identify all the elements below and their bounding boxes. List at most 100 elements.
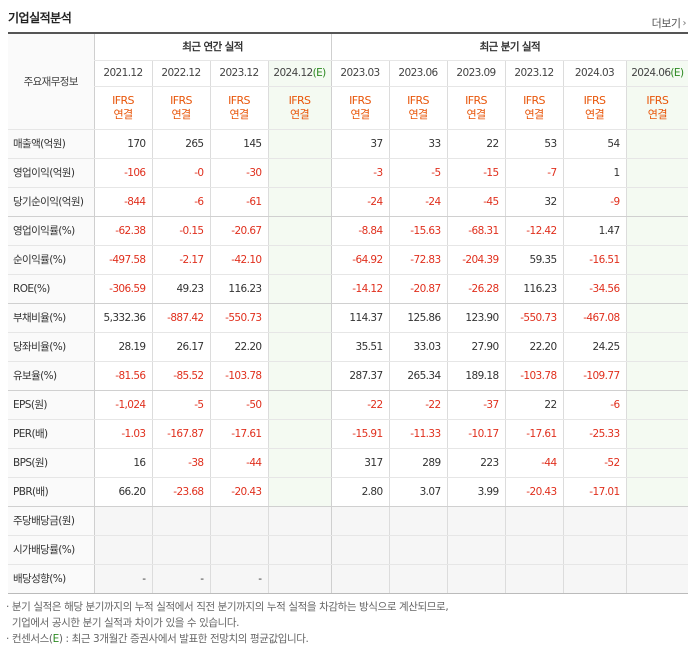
table-cell: -15.63	[388, 216, 448, 246]
table-cell: -81.56	[93, 361, 152, 391]
table-cell	[446, 564, 506, 594]
table-cell: -22	[388, 390, 448, 420]
table-cell	[267, 187, 332, 217]
table-cell: -	[209, 564, 268, 594]
table-cell: -6	[151, 187, 210, 217]
column-date: 2023.12	[209, 60, 268, 87]
table-cell: 265.34	[388, 361, 448, 391]
table-cell: 3.07	[388, 477, 448, 507]
financial-table: 주요재무정보 최근 연간 실적 최근 분기 실적 2021.12 2022.12 2023…	[8, 32, 689, 594]
table-cell	[267, 506, 332, 536]
column-date: 2023.06	[388, 60, 448, 87]
table-row: 배당성향(%) - - -	[8, 564, 689, 594]
column-standard: IFRS 연결	[267, 86, 332, 130]
table-row: PBR(배) 66.20 -23.68 -20.43 2.80 3.07 3.99 -20.4…	[8, 477, 689, 507]
table-row: 당좌비율(%) 28.19 26.17 22.20 35.51 33.03 27.90 22.…	[8, 332, 689, 362]
table-cell	[625, 274, 689, 304]
row-label: 당좌비율(%)	[8, 332, 94, 362]
table-cell	[446, 535, 506, 565]
table-cell: -17.01	[562, 477, 627, 507]
row-label: 시가배당률(%)	[8, 535, 94, 565]
table-cell	[330, 535, 390, 565]
table-cell	[267, 274, 332, 304]
table-cell: -11.33	[388, 419, 448, 449]
column-standard: IFRS 연결	[562, 86, 627, 130]
table-cell	[267, 419, 332, 449]
table-cell	[562, 535, 627, 565]
table-cell: -5	[388, 158, 448, 188]
table-cell: -1.03	[93, 419, 152, 449]
table-cell	[151, 506, 210, 536]
row-label: 영업이익(억원)	[8, 158, 94, 188]
table-cell: -72.83	[388, 245, 448, 275]
table-cell	[388, 535, 448, 565]
estimate-mark: (E)	[670, 67, 684, 79]
table-cell: -15	[446, 158, 506, 188]
table-cell: 22	[504, 390, 564, 420]
footnote-1-cont: 기업에서 공시한 분기 실적과 차이가 있을 수 있습니다.	[11, 617, 240, 629]
table-cell	[625, 506, 689, 536]
table-cell: 35.51	[330, 332, 390, 362]
table-cell: 59.35	[504, 245, 564, 275]
table-cell: 317	[330, 448, 390, 478]
column-standard: IFRS 연결	[446, 86, 506, 130]
table-cell: -26.28	[446, 274, 506, 304]
row-label: 매출액(억원)	[8, 129, 94, 159]
table-cell: -17.61	[504, 419, 564, 449]
column-date: 2024.03	[562, 60, 627, 87]
table-cell	[388, 564, 448, 594]
table-cell: 54	[562, 129, 627, 159]
table-cell: -109.77	[562, 361, 627, 391]
table-cell	[151, 535, 210, 565]
table-cell	[625, 303, 689, 333]
table-cell	[625, 187, 689, 217]
table-cell: -2.17	[151, 245, 210, 275]
row-label: 당기순이익(억원)	[8, 187, 94, 217]
table-cell: 3.99	[446, 477, 506, 507]
table-cell: 32	[504, 187, 564, 217]
table-cell: 49.23	[151, 274, 210, 304]
row-label: 유보율(%)	[8, 361, 94, 391]
table-cell: 170	[93, 129, 152, 159]
more-link[interactable]: 더보기 ›	[651, 15, 687, 31]
table-cell: -16.51	[562, 245, 627, 275]
table-cell: 289	[388, 448, 448, 478]
table-row: 주당배당금(원)	[8, 506, 689, 536]
table-cell	[504, 564, 564, 594]
table-cell: 33.03	[388, 332, 448, 362]
table-cell: 5,332.36	[93, 303, 152, 333]
row-label: 부채비율(%)	[8, 303, 94, 333]
table-cell	[625, 129, 689, 159]
table-cell: 33	[388, 129, 448, 159]
table-row: BPS(원) 16 -38 -44 317 289 223 -44 -52	[8, 448, 689, 478]
table-cell: -0	[151, 158, 210, 188]
footnote-1: · 분기 실적은 해당 분기까지의 누적 실적에서 직전 분기까지의 누적 실적…	[6, 601, 449, 613]
column-standard: IFRS 연결	[209, 86, 268, 130]
more-label: 더보기	[651, 17, 681, 30]
table-cell	[93, 535, 152, 565]
table-cell: 28.19	[93, 332, 152, 362]
table-row: 영업이익(억원) -106 -0 -30 -3 -5 -15 -7 1	[8, 158, 689, 188]
table-cell	[625, 361, 689, 391]
table-cell: -12.42	[504, 216, 564, 246]
estimate-mark: (E)	[312, 67, 327, 79]
table-cell: -45	[446, 187, 506, 217]
table-cell: -20.67	[209, 216, 268, 246]
table-cell	[267, 564, 332, 594]
table-cell	[267, 332, 332, 362]
table-cell: -38	[151, 448, 210, 478]
table-row: 유보율(%) -81.56 -85.52 -103.78 287.37 265.34 189…	[8, 361, 689, 391]
table-cell: -50	[209, 390, 268, 420]
table-cell: -62.38	[93, 216, 152, 246]
corner-header: 주요재무정보	[8, 33, 94, 130]
table-row: 당기순이익(억원) -844 -6 -61 -24 -24 -45 32 -9	[8, 187, 689, 217]
table-cell	[267, 361, 332, 391]
table-cell: -24	[330, 187, 390, 217]
row-label: 배당성향(%)	[8, 564, 94, 594]
table-cell: -497.58	[93, 245, 152, 275]
table-cell	[504, 535, 564, 565]
group-header-annual: 최근 연간 실적	[93, 33, 332, 61]
table-cell: 26.17	[151, 332, 210, 362]
row-label: PER(배)	[8, 419, 94, 449]
table-cell: -167.87	[151, 419, 210, 449]
